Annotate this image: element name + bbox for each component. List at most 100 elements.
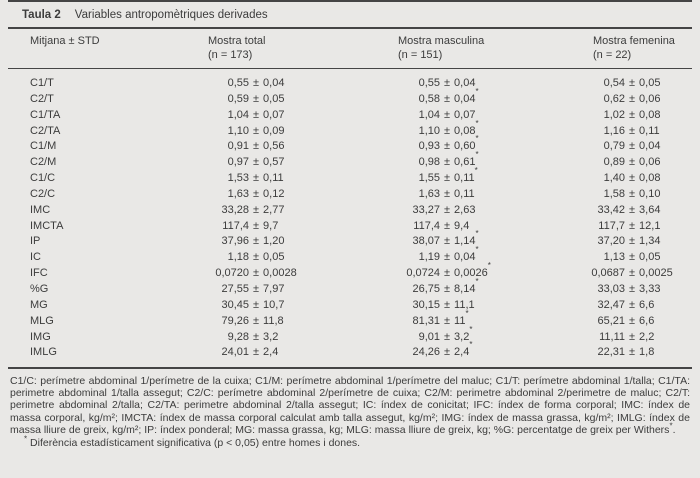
total-cell: 0,97 ±0,57	[185, 155, 376, 171]
std-value: 0,11	[454, 187, 475, 200]
mean-value: 81,31	[412, 314, 440, 327]
plus-minus-sign: ±	[629, 92, 636, 105]
variable-label: MG	[30, 298, 48, 311]
femenina-cell: 0,89 ±0,06	[561, 155, 692, 171]
femenina-cell: 11,11 ±2,2	[561, 330, 692, 346]
plus-minus-sign: ±	[629, 267, 636, 280]
header-rule	[8, 67, 692, 69]
mean-value: 1,55	[418, 172, 440, 185]
significance-star: *	[465, 308, 469, 318]
table-number: Taula 2	[22, 9, 61, 21]
mean-value: 33,03	[597, 282, 625, 295]
plus-minus-sign: ±	[629, 330, 636, 343]
mean-value: 1,58	[603, 187, 625, 200]
table-row: C2/M 0,97 ±0,57 0,98 ±0,61 * 0,89 ±0,06	[8, 150, 692, 171]
significance-star: *	[475, 229, 479, 239]
femenina-cell: 0,79 ±0,04	[561, 139, 692, 155]
std-value: 6,6	[639, 314, 655, 327]
mean-value: 65,21	[597, 314, 625, 327]
total-cell: 0,91 ±0,56	[185, 139, 376, 155]
top-rule	[8, 0, 692, 2]
variable-label: IP	[30, 235, 41, 248]
std-value: 0,05	[263, 251, 285, 264]
total-cell: 1,63 ±0,12	[185, 187, 376, 203]
total-cell: 9,28 ±3,2	[185, 330, 376, 346]
plus-minus-sign: ±	[253, 346, 260, 359]
femenina-cell: 1,16 ±0,11	[561, 124, 692, 140]
std-value: 2,2	[639, 330, 655, 343]
plus-minus-sign: ±	[444, 235, 451, 248]
plus-minus-sign: ±	[444, 92, 451, 105]
table-row: C1/M 0,91 ±0,56 0,93 ±0,60 * 0,79 ±0,04	[8, 135, 692, 155]
column-header-total-name: Mostra total	[208, 34, 266, 47]
column-header-stat: Mitjana ± STD	[30, 34, 100, 47]
femenina-cell: 32,47 ±6,6	[561, 298, 692, 314]
std-value: 9,7	[263, 219, 279, 232]
plus-minus-sign: ±	[253, 124, 260, 137]
std-value: 2,4	[263, 346, 279, 359]
femenina-cell: 33,42 ±3,64	[561, 203, 692, 219]
total-cell: 0,55 ±0,04	[185, 76, 376, 92]
plus-minus-sign: ±	[444, 108, 451, 121]
mean-value: 37,96	[221, 235, 249, 248]
mean-value: 24,26	[412, 346, 440, 359]
mean-value: 79,26	[221, 314, 249, 327]
column-header-total: Mostra total (n = 173)	[185, 34, 376, 62]
masculina-cell: 81,31 ±11 *	[376, 308, 561, 330]
std-value: 0,06	[639, 156, 661, 169]
std-value: 3,33	[639, 282, 661, 295]
std-value: 3,2	[263, 330, 279, 343]
table-row: IMLG 24,01 ±2,4 24,26 ±2,4 * 22,31 ±1,8	[8, 341, 692, 361]
std-value: 2,4	[454, 346, 470, 359]
mean-value: 0,89	[603, 156, 625, 169]
masculina-cell: 1,04 ±0,07	[376, 108, 561, 124]
femenina-cell: 1,40 ±0,08	[561, 171, 692, 187]
std-value: 3,64	[639, 203, 661, 216]
std-value: 0,0025	[639, 267, 673, 280]
plus-minus-sign: ±	[629, 156, 636, 169]
variable-label: IFC	[30, 267, 48, 280]
plus-minus-sign: ±	[629, 124, 636, 137]
std-value: 2,77	[263, 203, 285, 216]
significance-star: *	[475, 118, 479, 128]
masculina-cell: 0,93 ±0,60 *	[376, 135, 561, 155]
mean-value: 30,45	[221, 298, 249, 311]
mean-value: 117,4	[413, 219, 440, 232]
mean-value: 1,18	[227, 251, 249, 264]
significance-note: * Diferència estadísticament significati…	[10, 435, 690, 450]
std-value: 0,11	[454, 172, 475, 185]
total-cell: 30,45 ±10,7	[185, 298, 376, 314]
femenina-cell: 65,21 ±6,6	[561, 314, 692, 330]
std-value: 0,08	[639, 108, 661, 121]
std-value: 0,10	[639, 187, 661, 200]
variable-label: IC	[30, 251, 41, 264]
masculina-cell: 33,27 ±2,63	[376, 203, 561, 219]
table-row: IP 37,96 ±1,20 38,07 ±1,14 * 37,20 ±1,34	[8, 229, 692, 250]
footnote-ref-mark: *	[669, 421, 673, 431]
std-value: 0,06	[639, 92, 661, 105]
significance-star: *	[475, 150, 479, 160]
footer-rule	[8, 367, 692, 369]
plus-minus-sign: ±	[444, 140, 451, 153]
plus-minus-sign: ±	[253, 92, 260, 105]
variable-label: C2/TA	[30, 124, 61, 137]
masculina-cell: 30,15 ±11,1	[376, 298, 561, 314]
plus-minus-sign: ±	[444, 314, 451, 327]
plus-minus-sign: ±	[444, 282, 451, 295]
femenina-cell: 1,13 ±0,05	[561, 250, 692, 266]
masculina-cell: 9,01 ±3,2 *	[376, 324, 561, 346]
mean-value: 1,10	[227, 124, 249, 137]
plus-minus-sign: ±	[444, 267, 451, 280]
plus-minus-sign: ±	[629, 187, 636, 200]
table-row: C1/TA 1,04 ±0,07 1,04 ±0,07 1,02 ±0,08	[8, 108, 692, 124]
mean-value: 1,16	[603, 124, 625, 137]
plus-minus-sign: ±	[253, 108, 260, 121]
std-value: 0,08	[454, 124, 476, 137]
plus-minus-sign: ±	[629, 108, 636, 121]
table-row: IMC 33,28 ±2,77 33,27 ±2,63 33,42 ±3,64	[8, 203, 692, 219]
plus-minus-sign: ±	[253, 330, 260, 343]
variable-label: IMLG	[30, 346, 57, 359]
std-value: 11,8	[263, 314, 284, 327]
significance-star: *	[469, 324, 473, 334]
table-row: MG 30,45 ±10,7 30,15 ±11,1 32,47 ±6,6	[8, 298, 692, 314]
